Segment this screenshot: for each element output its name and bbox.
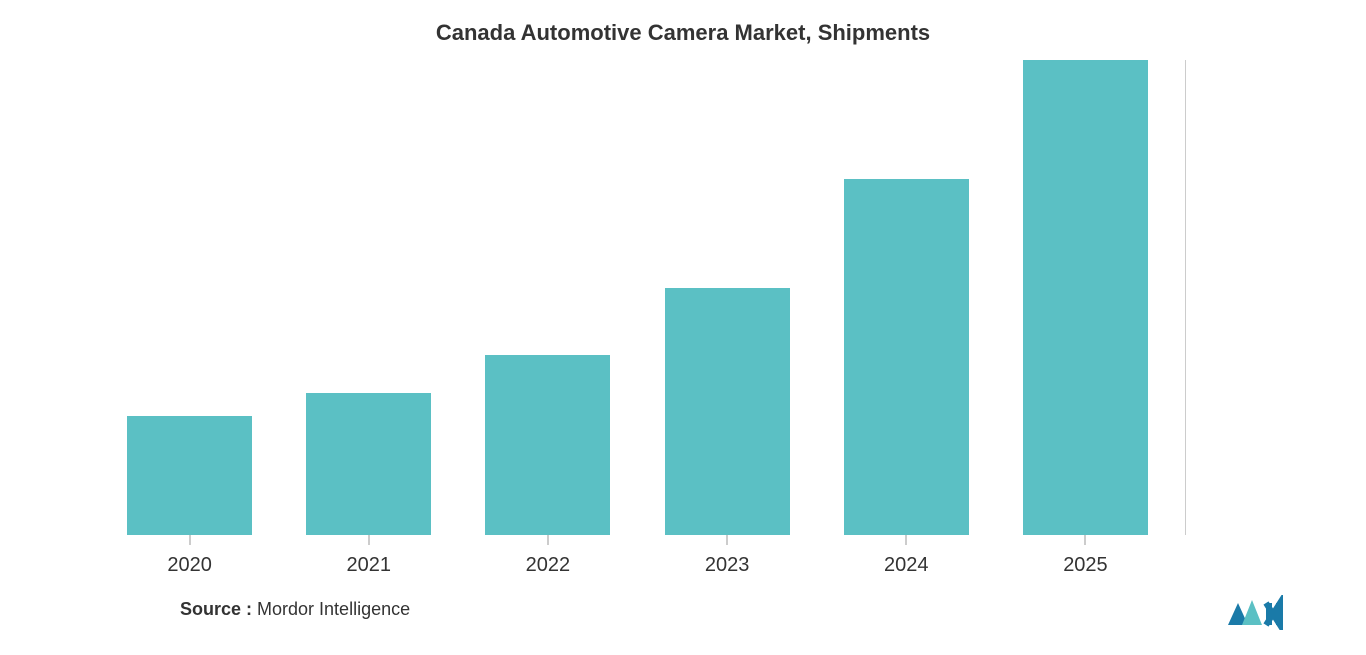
- bar: [665, 288, 790, 535]
- bar-group: 2025: [996, 60, 1175, 535]
- bar: [306, 393, 431, 536]
- bar-group: 2021: [279, 60, 458, 535]
- x-tick: [189, 535, 190, 545]
- bar: [485, 355, 610, 536]
- x-axis-label: 2021: [347, 554, 392, 577]
- bar-group: 2023: [638, 60, 817, 535]
- x-tick: [547, 535, 548, 545]
- bar: [844, 179, 969, 535]
- x-axis-label: 2024: [884, 554, 929, 577]
- bar: [127, 416, 252, 535]
- mordor-logo-icon: [1226, 595, 1286, 630]
- x-tick: [368, 535, 369, 545]
- x-axis-label: 2022: [526, 554, 571, 577]
- bar-group: 2024: [817, 60, 996, 535]
- x-axis-label: 2023: [705, 554, 750, 577]
- x-axis-label: 2020: [167, 554, 212, 577]
- x-tick: [1085, 535, 1086, 545]
- source-label: Source :: [180, 599, 252, 619]
- plot-area: 202020212022202320242025: [90, 60, 1186, 535]
- source-line: Source : Mordor Intelligence: [180, 599, 410, 620]
- bar-group: 2022: [458, 60, 637, 535]
- x-tick: [906, 535, 907, 545]
- bars-wrapper: 202020212022202320242025: [90, 60, 1185, 535]
- bar-group: 2020: [100, 60, 279, 535]
- chart-container: Canada Automotive Camera Market, Shipmen…: [0, 0, 1366, 655]
- x-tick: [727, 535, 728, 545]
- x-axis-label: 2025: [1063, 554, 1108, 577]
- source-text: Mordor Intelligence: [252, 599, 410, 619]
- bar: [1023, 60, 1148, 535]
- chart-title: Canada Automotive Camera Market, Shipmen…: [0, 0, 1366, 56]
